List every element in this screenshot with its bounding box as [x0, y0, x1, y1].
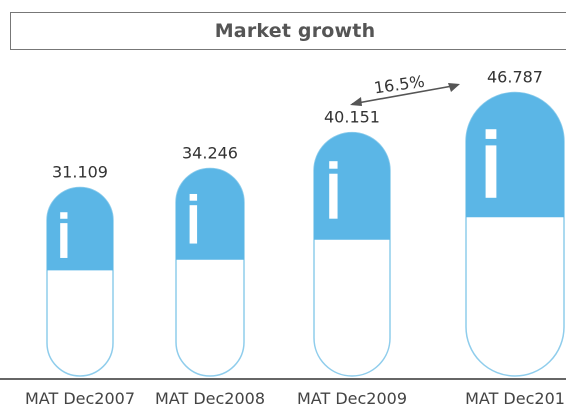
capsule-bars — [46, 91, 565, 377]
capsule-highlight-bar — [329, 173, 338, 219]
capsule-highlight-bar — [485, 145, 497, 198]
capsule-highlight-dot — [189, 193, 198, 201]
category-label: MAT Dec2007 — [25, 389, 135, 408]
capsule-highlight-bar — [60, 223, 68, 258]
growth-label: 16.5% — [373, 72, 426, 98]
category-labels: MAT Dec2007 MAT Dec2008 MAT Dec2009 MAT Dec… — [25, 389, 565, 408]
growth-arrow: 16.5% — [350, 72, 460, 106]
capsule-bar — [465, 91, 565, 377]
category-label: MAT Dec2008 — [155, 389, 265, 408]
capsule-top — [314, 132, 390, 240]
value-label: 34.246 — [182, 143, 238, 162]
growth-arrow-head-left — [350, 97, 362, 106]
value-label: 31.109 — [52, 162, 108, 181]
growth-arrow-line — [351, 84, 459, 105]
capsule-bar — [313, 131, 391, 377]
capsule-bar — [46, 186, 114, 377]
capsule-top — [466, 92, 564, 218]
category-label: MAT Dec2009 — [297, 389, 407, 408]
chart-title: Market growth — [10, 12, 566, 50]
capsule-highlight-bar — [189, 205, 198, 244]
capsule-bar — [175, 167, 245, 377]
value-label: 40.151 — [324, 108, 380, 127]
capsule-highlight-dot — [485, 129, 497, 139]
capsule-top — [176, 168, 244, 260]
category-label: MAT Dec201 — [465, 389, 565, 408]
value-label: 46.787 — [487, 67, 543, 86]
growth-arrow-head-right — [448, 83, 460, 92]
value-labels: 31.109 34.246 40.151 46.787 — [52, 67, 543, 181]
capsule-highlight-dot — [60, 212, 68, 219]
capsule-highlight-dot — [329, 161, 338, 169]
capsule-top — [47, 187, 113, 271]
